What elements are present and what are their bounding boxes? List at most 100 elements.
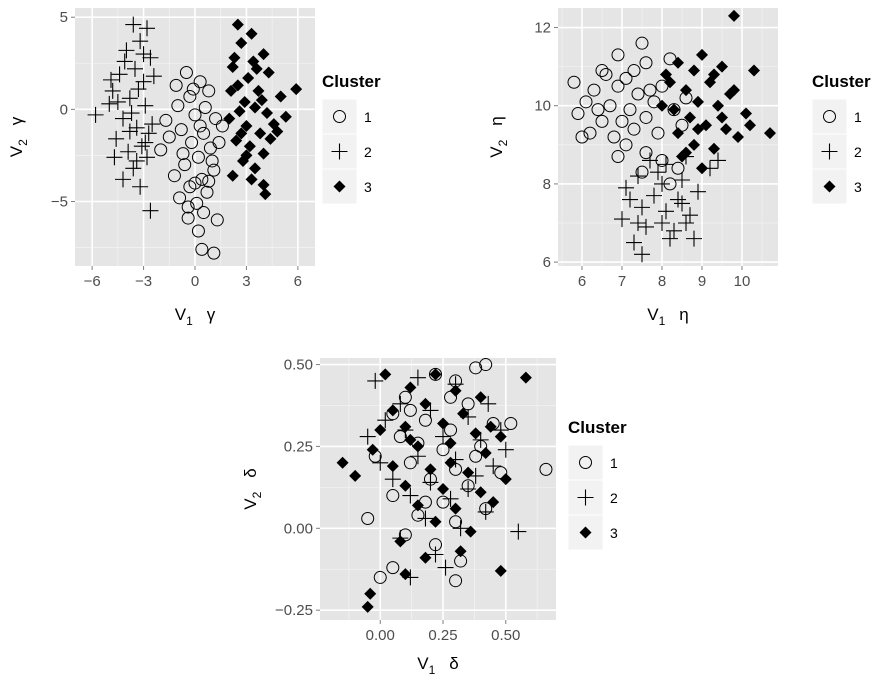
data-point-cluster-2 (132, 178, 149, 195)
data-point-cluster-3 (728, 9, 740, 22)
data-point-cluster-2 (108, 130, 125, 147)
data-point-cluster-3 (692, 123, 704, 136)
plot-panel (558, 8, 778, 266)
data-point-cluster-2 (139, 149, 155, 166)
data-point-cluster-3 (494, 430, 507, 443)
data-point-cluster-3 (231, 18, 244, 31)
data-point-cluster-2 (120, 143, 137, 160)
y-tick-label: −5 (51, 194, 68, 211)
data-point-cluster-1 (181, 200, 195, 214)
scatter-plot-delta: 0.00 0.25 0.50 −0.25 0.00 0.25 0.50 V1 δ V2δ Clust… (241, 357, 627, 677)
data-point-cluster-1 (449, 574, 463, 588)
data-point-cluster-1 (202, 84, 216, 98)
data-point-cluster-2 (666, 222, 682, 239)
data-point-cluster-3 (399, 479, 412, 492)
data-point-cluster-3 (696, 162, 708, 175)
data-point-cluster-3 (230, 134, 243, 147)
data-point-cluster-1 (200, 185, 214, 199)
x-tick-label: 3 (242, 273, 250, 290)
data-point-cluster-3 (764, 127, 776, 140)
data-point-cluster-1 (623, 103, 637, 117)
data-point-cluster-3 (680, 146, 692, 159)
data-point-cluster-2 (103, 71, 119, 88)
data-point-cluster-1 (607, 130, 621, 144)
data-point-cluster-3 (444, 456, 457, 469)
data-point-cluster-3 (228, 51, 241, 64)
data-point-cluster-1 (386, 561, 400, 575)
y-tick-label: 0.25 (284, 438, 313, 455)
data-point-cluster-3 (243, 140, 256, 153)
y-tick-label: 0.00 (284, 520, 313, 537)
data-point-cluster-1 (197, 206, 211, 220)
data-point-cluster-2 (650, 164, 666, 181)
data-point-cluster-2 (372, 454, 389, 471)
data-point-cluster-2 (686, 230, 702, 247)
scatter-plot-gamma: −6 −3 0 3 6 −5 0 5 V1 γ V2γ Cluster 1 2 3 (7, 8, 381, 328)
data-point-cluster-3 (238, 95, 251, 108)
data-point-cluster-1 (393, 430, 407, 444)
data-point-cluster-3 (437, 417, 450, 430)
data-point-cluster-3 (454, 545, 467, 558)
data-point-cluster-2 (137, 97, 154, 114)
data-point-cluster-1 (635, 165, 649, 179)
data-point-cluster-3 (249, 101, 261, 114)
y-axis-title: V2δ (241, 468, 264, 510)
data-point-cluster-3 (656, 99, 668, 112)
x-tick-label: 6 (294, 273, 302, 290)
data-point-cluster-3 (680, 84, 692, 97)
legend-key-symbol-cluster-3 (823, 180, 836, 193)
data-point-cluster-2 (384, 471, 401, 488)
data-point-cluster-1 (651, 126, 665, 140)
data-point-cluster-3 (449, 384, 462, 397)
data-point-cluster-3 (449, 502, 462, 515)
data-point-cluster-3 (419, 551, 432, 564)
data-point-cluster-2 (130, 81, 147, 98)
data-point-cluster-3 (660, 68, 672, 81)
legend-label: 1 (610, 455, 618, 471)
data-point-cluster-3 (457, 407, 470, 420)
data-point-cluster-1 (178, 158, 192, 172)
data-point-cluster-2 (634, 199, 650, 216)
data-point-cluster-3 (257, 48, 270, 61)
legend-label: 3 (854, 179, 862, 195)
data-point-cluster-3 (716, 60, 728, 73)
data-point-cluster-1 (191, 150, 205, 164)
data-point-cluster-3 (668, 103, 680, 116)
data-point-cluster-3 (226, 169, 239, 182)
y-axis-title: V2γ (7, 116, 30, 157)
legend-key-symbol-cluster-2 (331, 143, 348, 160)
data-point-cluster-3 (259, 188, 272, 201)
data-point-cluster-2 (422, 402, 439, 419)
data-point-cluster-3 (379, 368, 392, 381)
data-point-cluster-2 (377, 412, 394, 429)
data-point-cluster-3 (708, 68, 720, 81)
data-point-cluster-2 (104, 82, 121, 99)
data-point-cluster-2 (128, 152, 145, 169)
data-point-cluster-2 (682, 207, 698, 224)
x-tick-label: 0.50 (491, 627, 520, 644)
data-point-cluster-2 (646, 187, 662, 204)
data-point-cluster-1 (603, 99, 617, 113)
data-point-cluster-1 (587, 83, 601, 97)
data-point-cluster-3 (274, 90, 287, 103)
data-point-cluster-3 (235, 37, 248, 50)
data-point-cluster-3 (255, 94, 268, 107)
data-point-cluster-1 (611, 48, 625, 62)
data-point-cluster-1 (386, 489, 400, 503)
data-point-cluster-1 (179, 66, 193, 79)
data-point-cluster-3 (411, 440, 424, 453)
data-point-cluster-2 (140, 125, 157, 142)
data-point-cluster-3 (720, 123, 732, 136)
x-tick-label: 6 (578, 273, 586, 290)
data-point-cluster-1 (373, 570, 387, 584)
data-point-cluster-2 (674, 195, 690, 212)
x-tick-label: 7 (618, 273, 626, 290)
data-point-cluster-1 (210, 213, 224, 227)
data-point-cluster-3 (474, 391, 487, 404)
data-point-cluster-2 (142, 202, 159, 219)
data-point-cluster-1 (159, 113, 173, 127)
legend: Cluster 1 2 3 (811, 72, 871, 205)
legend-key (811, 98, 848, 135)
data-point-cluster-1 (469, 361, 483, 375)
